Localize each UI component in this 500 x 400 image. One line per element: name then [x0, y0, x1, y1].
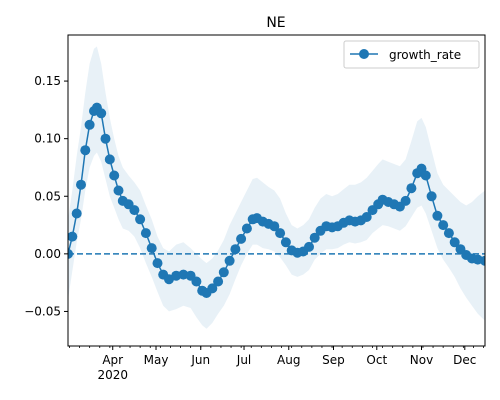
growth-rate-point	[80, 145, 91, 156]
y-tick-label: −0.05	[24, 304, 61, 318]
growth-rate-point	[406, 183, 417, 194]
chart-title: NE	[266, 15, 285, 31]
growth-rate-point	[269, 221, 280, 232]
growth-rate-point	[135, 214, 146, 225]
x-tick-label: Sep	[322, 353, 345, 367]
growth-rate-point	[109, 170, 120, 181]
growth-rate-point	[71, 208, 82, 219]
growth-rate-point	[361, 212, 372, 222]
growth-rate-point	[129, 205, 140, 216]
growth-rate-point	[191, 276, 202, 287]
confidence-band	[68, 46, 485, 329]
growth-rate-point	[100, 133, 111, 144]
growth-rate-point	[207, 283, 218, 294]
x-tick-sublabel: 2020	[97, 368, 128, 382]
growth-rate-point	[230, 244, 241, 255]
x-tick-label: Apr	[102, 353, 123, 367]
growth-rate-point	[84, 119, 95, 130]
growth-rate-point	[140, 228, 151, 239]
growth-rate-point	[443, 228, 454, 239]
growth-rate-point	[213, 276, 224, 287]
growth-rate-point	[96, 108, 107, 119]
growth-rate-point	[236, 233, 247, 244]
growth-rate-point	[432, 210, 443, 221]
confidence-band-layer	[68, 46, 485, 329]
legend-marker-swatch	[359, 49, 369, 59]
x-tick-label: Jun	[190, 353, 210, 367]
legend-box	[343, 40, 480, 69]
growth-rate-point	[104, 154, 115, 165]
legend: growth_rate	[343, 40, 480, 69]
series-layer	[68, 102, 485, 298]
growth-rate-point	[280, 237, 291, 248]
y-axis: −0.05 0.00 0.05 0.10 0.15	[24, 74, 68, 318]
growth-rate-point	[218, 267, 229, 278]
y-tick-label: 0.00	[34, 247, 61, 261]
y-tick-label: 0.15	[34, 74, 61, 88]
growth-rate-point	[400, 195, 411, 206]
growth-rate-point	[480, 255, 485, 266]
growth-rate-point	[224, 255, 235, 266]
growth-rate-point	[146, 243, 157, 254]
growth-rate-point	[449, 237, 460, 248]
growth-rate-point	[420, 170, 431, 181]
y-tick-label: 0.05	[34, 189, 61, 203]
x-tick-label: Oct	[366, 353, 387, 367]
growth-rate-point	[309, 232, 320, 243]
growth-rate-point	[152, 258, 163, 269]
x-tick-label: Nov	[410, 353, 433, 367]
x-tick-label: Jul	[236, 353, 251, 367]
x-tick-label: Dec	[453, 353, 476, 367]
x-tick-label: Aug	[277, 353, 300, 367]
growth-rate-point	[241, 223, 252, 234]
growth-rate-point	[76, 179, 86, 190]
growth-rate-point	[68, 231, 78, 242]
growth-rate-point	[275, 228, 286, 239]
growth-rate-point	[113, 185, 124, 196]
growth-rate-point	[438, 220, 449, 231]
growth-rate-point	[304, 241, 314, 252]
plot-frame	[67, 34, 486, 347]
growth-rate-point	[426, 191, 437, 202]
y-tick-label: 0.10	[34, 132, 61, 146]
x-tick-label: May	[144, 353, 169, 367]
legend-entry-growth-rate: growth_rate	[389, 48, 461, 62]
